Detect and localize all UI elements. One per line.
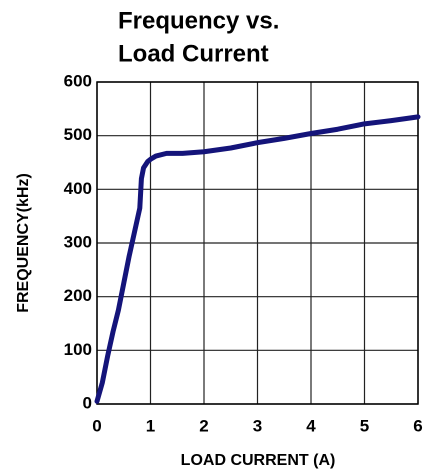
x-tick-label: 2 [199, 416, 208, 435]
y-tick-label: 100 [64, 340, 92, 359]
chart-title: Load Current [118, 40, 269, 67]
x-tick-label: 1 [146, 416, 155, 435]
x-tick-label: 6 [413, 416, 422, 435]
x-tick-label: 0 [92, 416, 101, 435]
y-axis-label: FREQUENCY(kHz) [15, 173, 32, 313]
x-tick-label: 5 [360, 416, 369, 435]
y-tick-label: 300 [64, 232, 92, 251]
y-tick-label: 600 [64, 71, 92, 90]
chart-title: Frequency vs. [118, 7, 279, 34]
y-tick-label: 0 [83, 393, 92, 412]
data-line [94, 114, 421, 404]
x-tick-label: 3 [253, 416, 262, 435]
y-tick-label: 200 [64, 286, 92, 305]
plot-frame [96, 81, 419, 405]
y-tick-label: 500 [64, 125, 92, 144]
x-tick-label: 4 [306, 416, 316, 435]
x-axis-label: LOAD CURRENT (A) [181, 452, 336, 469]
y-tick-label: 400 [64, 179, 92, 198]
